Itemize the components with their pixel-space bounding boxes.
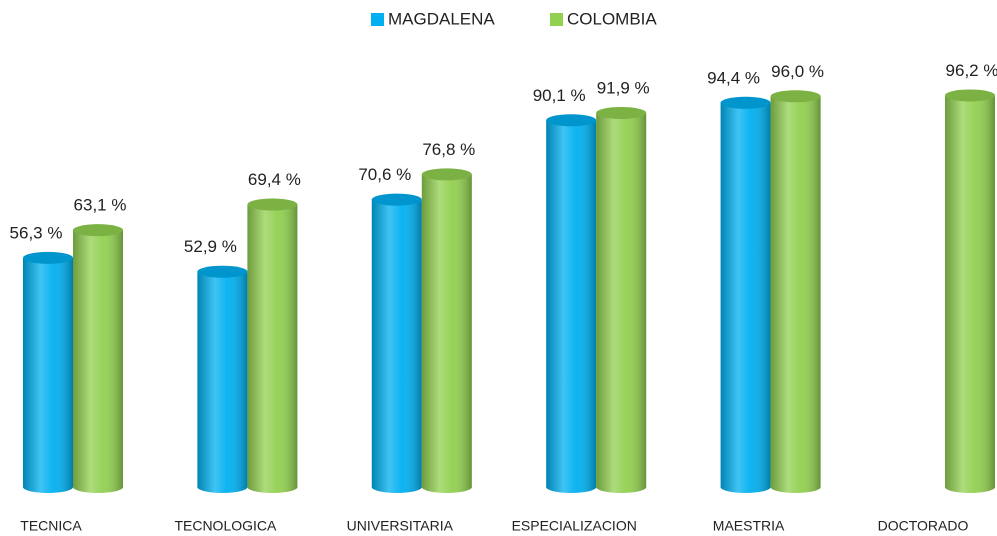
bar-top xyxy=(596,106,647,119)
bar-top-shade xyxy=(23,251,73,264)
bar-top xyxy=(197,265,248,278)
value-label: 70,6 % xyxy=(358,165,411,184)
bar-body-shade xyxy=(720,102,771,488)
value-label: 76,8 % xyxy=(422,140,475,159)
bar-body-shade xyxy=(770,96,821,487)
bar-top-shade xyxy=(770,90,821,103)
bar xyxy=(197,265,248,493)
legend-swatch xyxy=(550,13,563,26)
value-label: 69,4 % xyxy=(248,170,301,189)
value-label: 91,9 % xyxy=(597,78,650,97)
value-label: 94,4 % xyxy=(707,68,760,87)
x-tick-label: MAESTRIA xyxy=(713,518,785,534)
bar xyxy=(371,193,422,493)
bar-body-shade xyxy=(546,120,597,487)
x-tick-label: TECNOLOGICA xyxy=(174,518,277,534)
bar-top-shade xyxy=(247,198,298,211)
x-tick-label: ESPECIALIZACION xyxy=(512,518,637,534)
bar xyxy=(23,251,73,493)
value-label: 96,0 % xyxy=(771,62,824,81)
bar-body-shade xyxy=(421,174,472,487)
bar-body-shade xyxy=(596,112,647,487)
bar xyxy=(73,224,123,493)
x-tick-label: DOCTORADO xyxy=(878,518,969,534)
value-label: 56,3 % xyxy=(10,223,63,242)
bar-top-shade xyxy=(421,168,472,181)
bar xyxy=(247,198,298,493)
bar-body-shade xyxy=(73,230,123,488)
value-label: 90,1 % xyxy=(533,86,586,105)
bar-top-shade xyxy=(73,224,123,237)
bar xyxy=(720,96,771,493)
legend-label: MAGDALENA xyxy=(388,9,495,28)
bar-top xyxy=(371,193,422,206)
bar-body-shade xyxy=(23,257,73,487)
bar-body-shade xyxy=(197,271,248,487)
bar xyxy=(945,89,995,493)
bar-top-shade xyxy=(596,106,647,119)
bar-top-shade xyxy=(945,89,995,102)
value-label: 63,1 % xyxy=(74,196,127,215)
value-label: 52,9 % xyxy=(184,237,237,256)
bar-top-shade xyxy=(371,193,422,206)
bar xyxy=(770,90,821,493)
legend-swatch xyxy=(371,13,384,26)
bar-top-shade xyxy=(720,96,771,109)
legend-label: COLOMBIA xyxy=(567,9,657,28)
bar-top xyxy=(73,224,123,237)
value-label: 96,2 % xyxy=(946,61,997,80)
bar-top xyxy=(945,89,995,102)
bar-top-shade xyxy=(197,265,248,278)
bar-top-shade xyxy=(546,114,597,127)
bar-top xyxy=(720,96,771,109)
x-tick-label: UNIVERSITARIA xyxy=(347,518,454,534)
bar xyxy=(546,114,597,493)
bar xyxy=(596,106,647,493)
x-tick-label: TECNICA xyxy=(20,518,82,534)
bar-top xyxy=(770,90,821,103)
bar-top xyxy=(421,168,472,181)
bar-top xyxy=(23,251,73,264)
bar-top xyxy=(247,198,298,211)
bar-body-shade xyxy=(371,199,422,487)
bar-top xyxy=(546,114,597,127)
bar-body-shade xyxy=(247,204,298,488)
bar-body-shade xyxy=(945,95,995,487)
bar xyxy=(421,168,472,493)
